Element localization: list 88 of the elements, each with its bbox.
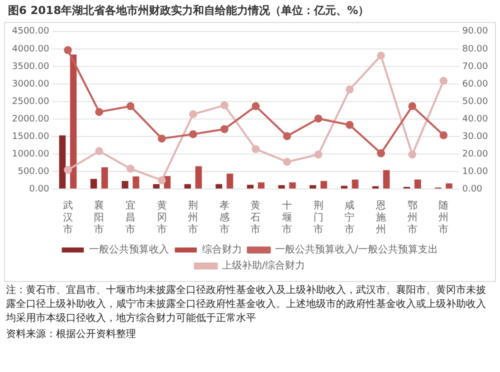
bar [90,178,97,188]
point [408,102,416,110]
x-tick-label: 武汉市 [62,200,73,236]
point [64,46,72,54]
y2-tick-label: 30.00 [462,132,488,142]
x-tick-label: 咸宁市 [344,200,355,236]
point [346,86,354,94]
y2-tick-label: 10.00 [462,166,488,177]
y2-tick-label: 0.00 [462,184,483,194]
bar [226,174,234,188]
bar [446,183,452,188]
y-tick-label: 3000.00 [12,79,50,90]
y-tick-label: 4000.00 [12,44,50,54]
y-tick-label: 500.00 [18,166,50,177]
y2-tick-label: 40.00 [462,114,488,124]
point [126,164,134,173]
x-tick-label: 黄石市 [250,200,261,236]
bar [320,180,328,188]
bar [414,180,422,188]
point [408,150,416,159]
point [252,145,260,154]
y-tick-label: 3500.00 [12,62,50,72]
y2-tick-label: 60.00 [462,79,488,90]
point [252,102,260,110]
point [283,132,292,140]
x-tick-label: 十堰市 [281,200,292,236]
point [158,134,166,143]
y-tick-label: 2500.00 [12,96,50,107]
bar [246,184,254,188]
legend-label: 一般公共预算收入 [88,244,169,256]
chart-title: 图6 2018年湖北省各地市州财政实力和自给能力情况（单位：亿元、%） [7,3,370,19]
bar [278,185,285,188]
point [64,166,72,174]
y2-tick-label: 20.00 [462,149,488,160]
point [283,158,292,166]
bar [340,186,348,188]
x-tick-label: 随州市 [438,200,449,236]
y2-tick-label: 80.00 [462,44,488,54]
point [189,110,198,118]
bar [310,185,316,188]
y2-tick-label: 70.00 [462,62,488,72]
y-tick-label: 4500.00 [12,26,50,37]
text: 资料来源：根据公开资料整理 [5,328,137,342]
x-tick-label: 宜昌市 [125,200,136,236]
bar [383,170,390,188]
bar [153,184,160,188]
x-tick-label: 荆门市 [313,200,324,236]
y-tick-label: 2000.00 [12,114,50,124]
point [158,176,166,184]
x-tick-label: 襄阳市 [94,200,104,236]
point [314,114,322,123]
point [376,52,385,60]
point [440,76,448,85]
bar [195,166,202,188]
legend-label: 一般公共预算收入/一般公共预算支出 [274,244,438,256]
point [95,147,104,156]
bar [258,182,264,188]
y2-tick-label: 90.00 [462,26,488,37]
point [95,108,104,116]
bar [122,180,128,188]
y-tick-label: 1000.00 [12,149,50,160]
bar [184,184,191,188]
point [220,101,228,110]
x-tick-label: 恩施州 [374,200,386,236]
point [126,102,134,110]
point [346,120,354,129]
x-tick-label: 荆州市 [188,200,198,236]
y-tick-label: 0.00 [29,184,50,194]
bar [101,167,108,188]
text: 注：黄石市、宜昌市、十堰市均未披露全口径政府性基金收入及上级补助收入，武汉市、襄阳市、黄冈市未披露全口径上级补助收入，咸宁市未披露全口径政府性基金收入。上述地级市的政府性基金收入或上级补助收入均采用市本级口径收入，地方综合财力可能低于正常水平 [5,284,487,326]
legend-label: 上级补助/综合财力 [222,260,306,272]
bar [70,54,77,188]
point [220,125,228,134]
x-tick-label: 孝感市 [219,200,230,236]
legend-label: 综合财力 [202,244,242,256]
bar [352,180,358,188]
x-tick-label: 鄂州市 [407,200,418,236]
bar [132,176,140,188]
point [440,131,448,140]
bar [216,184,222,188]
point [314,150,322,159]
y-tick-label: 1500.00 [12,132,50,142]
y2-tick-label: 50.00 [462,96,488,107]
point [189,130,198,138]
bar [59,135,66,188]
point [376,149,385,158]
bar [289,182,296,188]
x-tick-label: 黄冈市 [156,200,167,236]
